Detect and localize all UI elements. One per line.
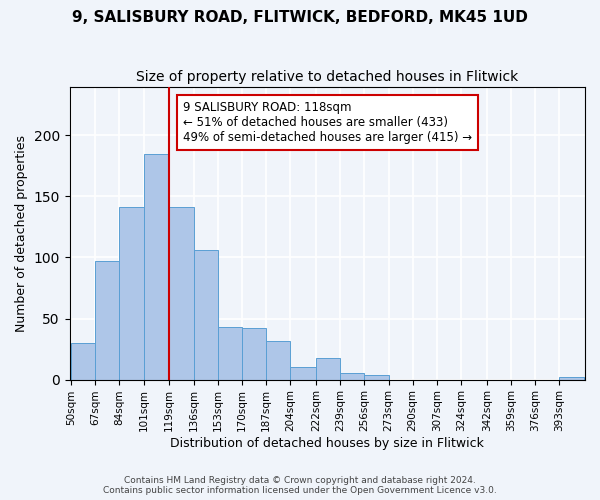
Bar (266, 340, 290, 380)
Y-axis label: Number of detached properties: Number of detached properties (15, 134, 28, 332)
Bar (194, 250, 218, 380)
Bar (559, 377, 584, 380)
Text: 9, SALISBURY ROAD, FLITWICK, BEDFORD, MK45 1UD: 9, SALISBURY ROAD, FLITWICK, BEDFORD, MK… (72, 10, 528, 25)
Bar (71, 343, 95, 380)
X-axis label: Distribution of detached houses by size in Flitwick: Distribution of detached houses by size … (170, 437, 484, 450)
Title: Size of property relative to detached houses in Flitwick: Size of property relative to detached ho… (136, 70, 518, 84)
Bar (143, 154, 169, 380)
Text: 9 SALISBURY ROAD: 118sqm
← 51% of detached houses are smaller (433)
49% of semi-: 9 SALISBURY ROAD: 118sqm ← 51% of detach… (183, 101, 472, 144)
Bar (290, 368, 316, 380)
Bar (169, 208, 194, 380)
Bar (95, 261, 119, 380)
Bar (119, 208, 143, 380)
Bar (242, 328, 266, 380)
Bar (340, 374, 364, 380)
Bar (218, 327, 242, 380)
Bar (316, 358, 340, 380)
Text: Contains HM Land Registry data © Crown copyright and database right 2024.
Contai: Contains HM Land Registry data © Crown c… (103, 476, 497, 495)
Bar (364, 374, 389, 380)
